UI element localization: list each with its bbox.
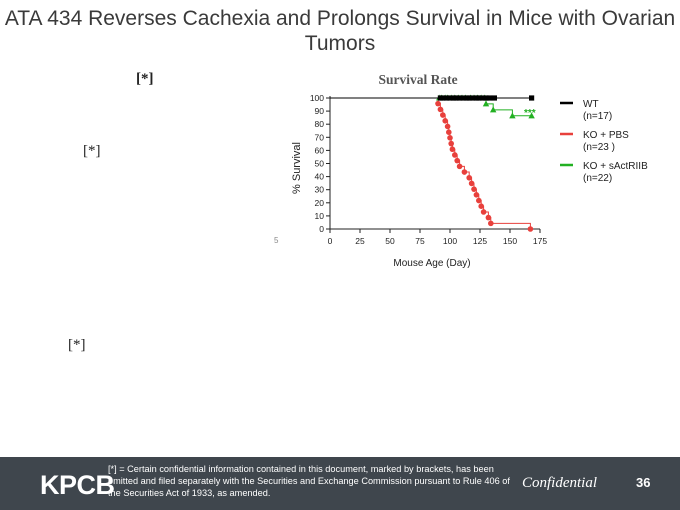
data-point-ko-pbs <box>448 140 455 147</box>
x-tick-label: 100 <box>443 236 457 246</box>
y-tick-label: 90 <box>315 106 325 116</box>
data-point-ko-pbs <box>437 106 444 113</box>
series-line-2 <box>330 97 532 117</box>
data-point-ko-sactriib <box>509 112 516 119</box>
data-point-ko-pbs <box>461 169 468 175</box>
y-tick-label: 60 <box>315 145 325 155</box>
legend-label-2: KO + sActRIIB <box>583 161 648 172</box>
data-point-wt <box>457 95 463 101</box>
data-point-ko-pbs <box>485 214 492 221</box>
data-point-ko-pbs <box>488 220 494 227</box>
y-tick-label: 70 <box>315 132 325 142</box>
chart-legend: WT(n=17) KO + PBS(n=23 ) KO + sActRIIB(n=2… <box>560 99 648 184</box>
y-tick-label: 30 <box>315 185 325 195</box>
data-point-ko-pbs <box>456 163 463 170</box>
footer-bar: KPCB [*] = Certain confidential informat… <box>0 457 680 510</box>
redaction-marker-bottom: [*] <box>68 337 86 353</box>
x-tick-label: 25 <box>355 236 365 246</box>
data-point-ko-pbs <box>442 117 449 124</box>
data-point-ko-pbs <box>466 174 473 181</box>
data-point-wt <box>466 95 472 101</box>
x-tick-label: 50 <box>385 236 395 246</box>
x-axis-label: Mouse Age (Day) <box>393 258 470 269</box>
data-point-ko-pbs <box>478 203 485 210</box>
survival-chart: Survival Rate 0 10 20 30 40 50 60 70 80 90 100 0 25 5… <box>274 72 648 269</box>
data-point-ko-pbs <box>480 209 487 215</box>
data-point-wt <box>470 95 476 101</box>
legend-label-0: WT <box>583 99 599 110</box>
data-point-ko-pbs <box>468 180 475 187</box>
kpcb-logo: KPCB <box>40 470 115 500</box>
chart-title: Survival Rate <box>378 72 457 87</box>
y-tick-label: 50 <box>315 159 325 169</box>
data-point-ko-pbs <box>471 186 477 192</box>
data-point-wt <box>479 95 485 101</box>
page-title: ATA 434 Reverses Cachexia and Prolongs S… <box>4 7 676 55</box>
y-tick-label: 40 <box>315 172 325 182</box>
redaction-marker-middle: [*] <box>83 143 101 159</box>
data-point-wt <box>440 95 446 101</box>
data-point-ko-pbs <box>454 157 461 164</box>
chart-axes: 0 10 20 30 40 50 60 70 80 90 100 0 25 50 75 100 125 150 17… <box>310 93 548 246</box>
data-point-ko-pbs <box>435 100 441 107</box>
legend-label-1: (n=23 ) <box>583 142 615 153</box>
significance-label: *** <box>524 108 536 119</box>
confidentiality-disclaimer: [*] = Certain confidential information c… <box>108 464 510 498</box>
data-point-ko-sactriib <box>528 112 535 119</box>
data-point-wt <box>487 95 493 101</box>
y-tick-label: 0 <box>319 224 324 234</box>
data-point-ko-pbs <box>446 129 452 135</box>
y-tick-label: 100 <box>310 93 324 103</box>
y-tick-label: 20 <box>315 198 325 208</box>
data-point-ko-pbs <box>449 146 456 153</box>
legend-label-2: (n=22) <box>583 173 612 184</box>
data-point-wt <box>491 95 497 101</box>
data-point-wt <box>476 95 482 101</box>
legend-label-1: KO + PBS <box>583 130 629 141</box>
data-point-ko-pbs <box>473 192 480 198</box>
data-point-wt <box>529 95 535 101</box>
x-tick-label: 0 <box>328 236 333 246</box>
series-line-1 <box>330 97 531 229</box>
x-tick-label: 125 <box>473 236 487 246</box>
data-point-wt <box>460 95 466 101</box>
data-point-wt <box>453 95 459 101</box>
x-tick-label: 150 <box>503 236 517 246</box>
page-number: 36 <box>636 475 651 490</box>
redaction-marker-top: [*] <box>136 71 154 87</box>
data-point-ko-pbs <box>476 197 482 204</box>
x-tick-label: 75 <box>415 236 425 246</box>
y-axis-label: % Survival <box>291 142 303 194</box>
y-tick-label: 80 <box>315 119 325 129</box>
y-tick-label: 10 <box>315 211 325 221</box>
x-tick-label: 175 <box>533 236 547 246</box>
chart-series <box>330 94 535 232</box>
data-point-ko-pbs <box>527 226 534 232</box>
legend-label-0: (n=17) <box>583 111 612 122</box>
data-point-ko-pbs <box>440 112 446 118</box>
data-point-wt <box>443 95 449 101</box>
data-point-wt <box>447 95 453 101</box>
data-point-ko-pbs <box>447 135 453 141</box>
data-point-ko-pbs <box>444 123 451 130</box>
data-point-wt <box>483 95 489 101</box>
data-point-ko-pbs <box>452 152 458 158</box>
confidential-label: Confidential <box>522 475 597 491</box>
stray-tick-label: 5 <box>274 236 279 245</box>
data-point-ko-sactriib <box>490 106 497 113</box>
data-point-ko-sactriib <box>482 100 490 107</box>
